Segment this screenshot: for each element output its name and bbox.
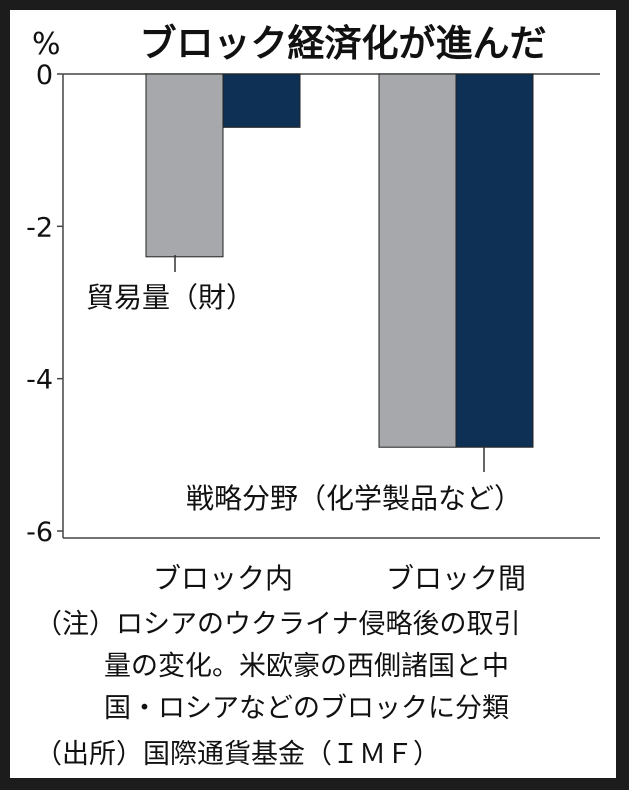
bar-trade-volume-intra-bloc [145,73,224,258]
x-category-label: ブロック内 [153,562,293,595]
bar-trade-volume-inter-bloc [378,73,457,448]
chart-panel: % ブロック経済化が進んだ 0 -2 -4 -6 貿易量（財） 戦略分野（化学製品など… [10,10,616,778]
bar-chart: % ブロック経済化が進んだ 0 -2 -4 -6 貿易量（財） 戦略分野（化学製品など… [26,22,600,595]
y-tick-label: -4 [26,365,53,396]
bar-strategic-field-intra-bloc [222,73,301,128]
unit-label: % [32,27,61,62]
note-line-2: 量の変化。米欧豪の西側諸国と中 [104,651,509,682]
note-line-3: 国・ロシアなどのブロックに分類 [104,693,509,724]
note-line-1: （注）ロシアのウクライナ侵略後の取引 [35,609,521,640]
bar-strategic-field-inter-bloc [455,73,534,448]
y-tick-label: 0 [36,60,53,91]
x-category-label: ブロック間 [386,562,526,595]
y-tick-label: -6 [26,517,53,548]
y-tick-label: -2 [26,212,53,243]
label-strategic-field: 戦略分野（化学製品など） [186,482,522,515]
chart-title: ブロック経済化が進んだ [140,22,547,65]
label-trade-volume: 貿易量（財） [86,281,254,314]
source-note: （出所）国際通貨基金（ＩＭＦ） [35,739,440,770]
